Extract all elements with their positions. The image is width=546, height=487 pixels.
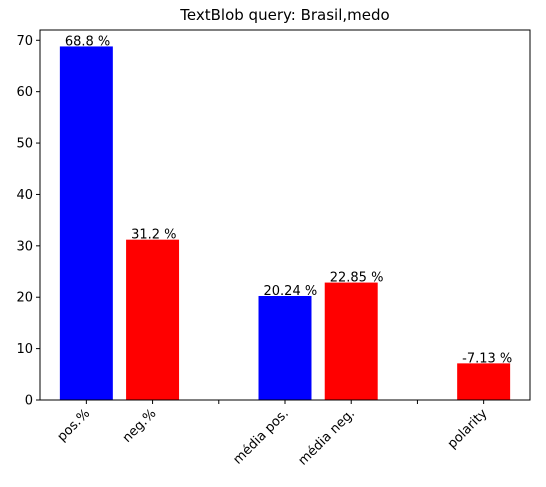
plot-frame <box>39 29 531 401</box>
y-tick-label-5: 50 <box>16 137 33 152</box>
y-tick-label-2: 20 <box>16 291 33 306</box>
y-tick-label-6: 60 <box>16 85 33 100</box>
bars-group <box>59 46 511 400</box>
x-tick-label-4: média neg. <box>296 406 358 468</box>
bar-0 <box>59 46 113 400</box>
y-tick-label-7: 70 <box>16 34 33 49</box>
bar-value-label-3: 22.85 % <box>330 271 384 286</box>
x-axis: pos.% neg.% média pos. média neg. polarity <box>55 400 491 469</box>
bar-1 <box>126 239 180 400</box>
bar-4 <box>457 363 511 400</box>
bar-value-label-1: 31.2 % <box>131 228 176 243</box>
chart-title: TextBlob query: Brasil,medo <box>179 6 389 24</box>
x-tick-label-6: polarity <box>445 406 491 452</box>
bar-labels-group: 68.8 % 31.2 % 20.24 % 22.85 % -7.13 % <box>65 34 512 366</box>
bar-3 <box>324 282 378 400</box>
bar-value-label-4: -7.13 % <box>462 351 512 366</box>
y-tick-label-4: 40 <box>16 188 33 203</box>
x-tick-label-1: neg.% <box>120 406 160 446</box>
y-tick-label-0: 0 <box>25 394 33 409</box>
bar-value-label-0: 68.8 % <box>65 34 110 49</box>
y-tick-label-3: 30 <box>16 239 33 254</box>
bar-value-label-2: 20.24 % <box>264 284 318 299</box>
x-tick-label-3: média pos. <box>230 406 291 467</box>
x-tick-label-0: pos.% <box>55 406 94 445</box>
y-axis: 0 10 20 30 40 50 60 70 <box>16 34 40 409</box>
bar-2 <box>258 295 312 400</box>
y-tick-label-1: 10 <box>16 342 33 357</box>
